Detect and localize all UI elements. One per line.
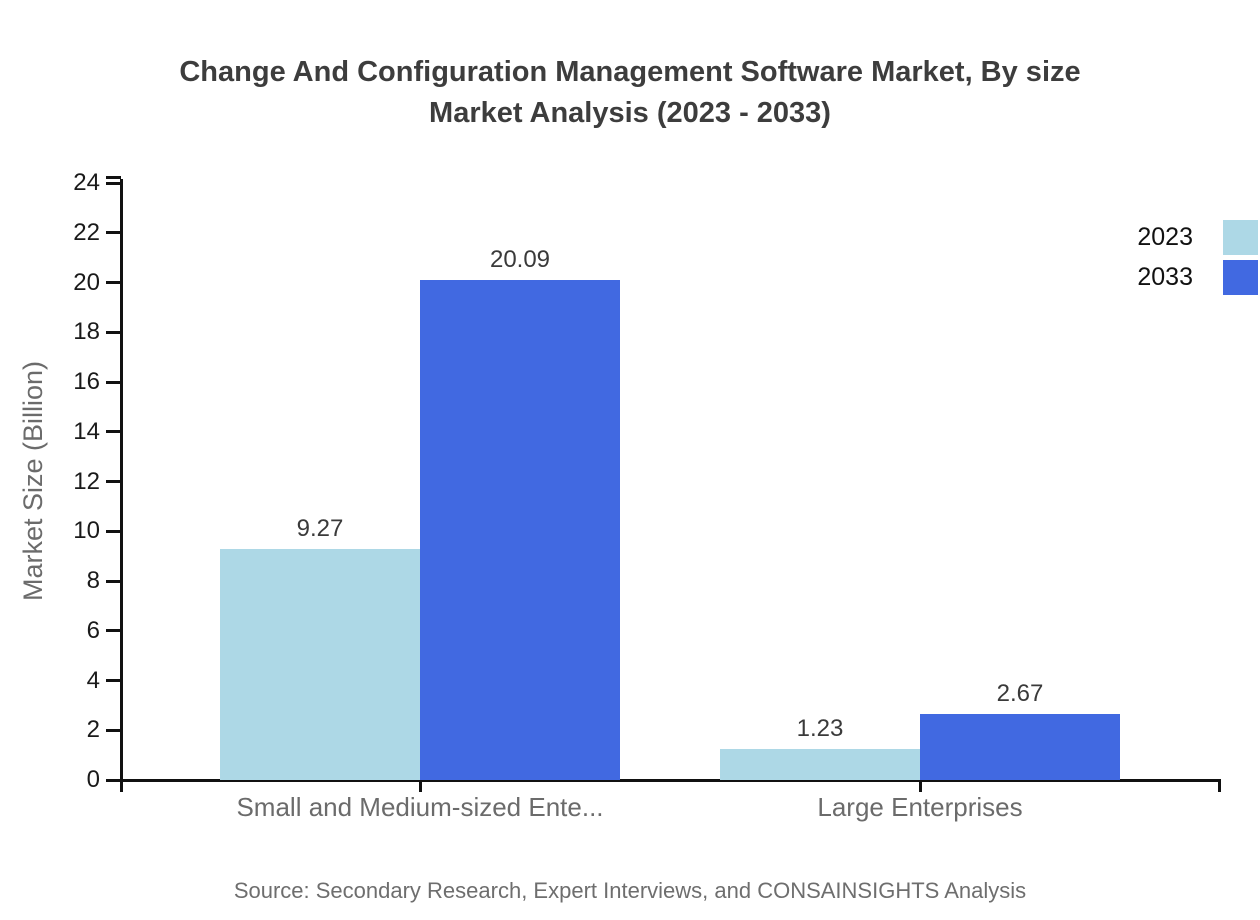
legend-swatch [1223,260,1258,295]
bar-value-label: 9.27 [296,515,344,543]
y-tick-mark [106,579,121,583]
y-tick-label: 2 [86,716,100,744]
legend-item-2023: 2023 [1137,220,1258,255]
legend-item-2033: 2033 [1137,260,1258,295]
bar-2033-large-enterprises [920,713,1120,780]
y-tick-mark [106,679,121,682]
y-tick-mark [106,778,121,782]
bar-2023-sme [220,549,420,780]
y-tick-label: 20 [73,268,100,296]
legend-swatch [1223,220,1258,255]
y-tick-mark [106,330,121,334]
y-tick-mark [106,728,121,732]
y-tick-mark [106,629,121,633]
y-tick-mark [106,380,121,384]
y-tick-mark [106,480,121,483]
y-tick-mark [106,529,121,533]
legend-label: 2023 [1137,223,1193,251]
y-tick-label: 18 [73,318,100,346]
legend-label: 2033 [1137,263,1193,291]
x-axis-line [121,778,1221,782]
y-tick-label: 12 [73,467,100,495]
bar-2023-large-enterprises [720,749,920,780]
y-tick-label: 4 [86,666,100,694]
bar-value-label: 2.67 [996,679,1044,707]
chart-title: Change And Configuration Management Soft… [0,52,1260,134]
y-tick-label: 24 [73,169,100,196]
y-tick-label: 14 [73,417,100,445]
bar-value-label: 20.09 [489,246,551,274]
y-tick-label: 10 [73,517,100,545]
category-label: Large Enterprises [817,792,1023,822]
bar-value-label: 1.23 [796,715,844,743]
x-tick-mark [418,780,422,792]
y-tick-label: 22 [73,218,100,246]
y-tick-mark [106,231,121,235]
source-note: Source: Secondary Research, Expert Inter… [233,878,1027,903]
y-tick-label: 0 [86,766,100,793]
y-tick-label: 8 [86,567,100,594]
chart-title-line-1: Change And Configuration Management Soft… [179,56,1081,88]
bar-2033-sme [420,280,620,780]
x-axis-right-cap [1218,780,1221,792]
category-label: Small and Medium-sized Ente... [236,792,604,822]
y-tick-label: 16 [73,368,100,395]
y-axis-top-cap [106,176,121,179]
chart-title-line-2: Market Analysis (2023 - 2033) [429,97,831,129]
y-tick-label: 6 [86,616,100,644]
y-axis-line [119,179,123,792]
y-tick-mark [106,181,121,185]
x-tick-mark [918,780,922,792]
y-tick-mark [106,430,121,434]
y-tick-mark [106,281,121,284]
